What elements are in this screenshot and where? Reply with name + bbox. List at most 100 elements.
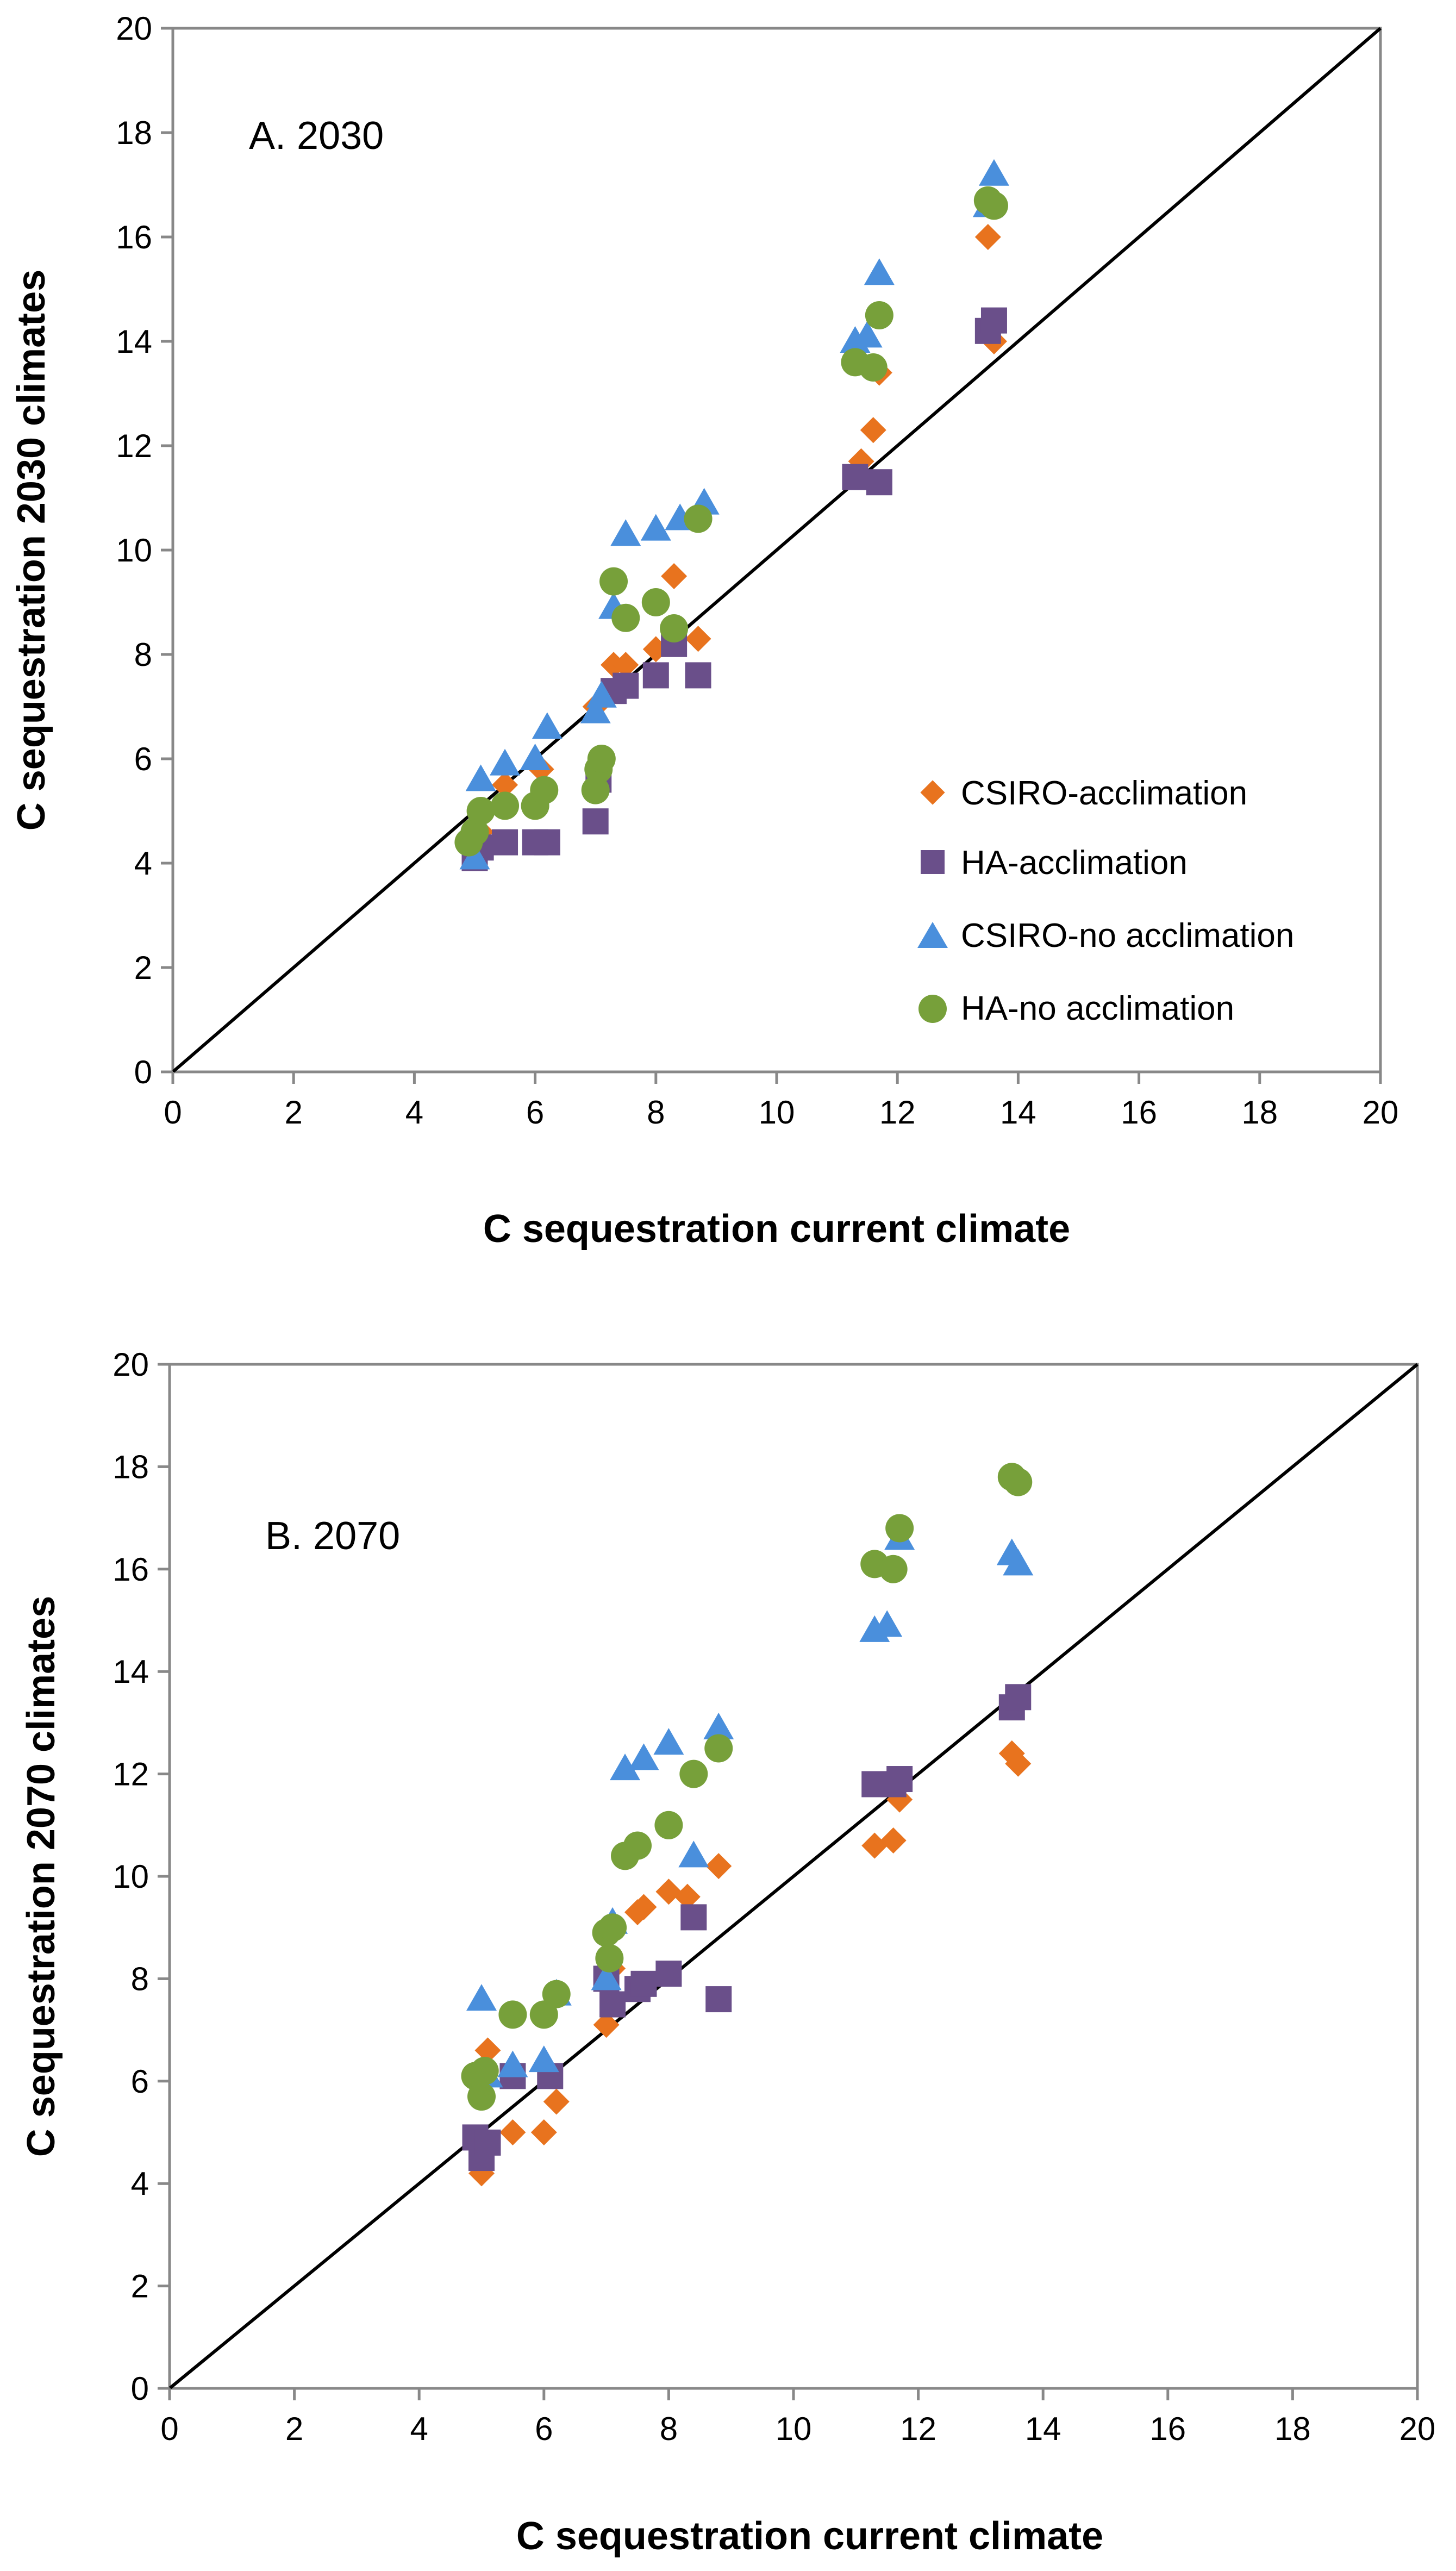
legend-marker-ha-acclimation — [921, 850, 945, 874]
point-csiro-no-acclimation — [653, 1728, 684, 1755]
point-ha-no-acclimation — [491, 791, 520, 820]
legend-label-csiro-acclimation: CSIRO-acclimation — [961, 775, 1247, 812]
point-ha-no-acclimation — [542, 1980, 571, 2008]
x-tick-label: 2 — [285, 2411, 303, 2447]
y-tick-label: 6 — [131, 2063, 149, 2100]
x-tick-label: 2 — [285, 1094, 303, 1131]
point-csiro-acclimation — [860, 417, 886, 444]
point-ha-acclimation — [613, 672, 639, 699]
point-ha-acclimation — [685, 662, 711, 689]
point-ha-acclimation — [642, 662, 669, 689]
y-tick-label: 6 — [134, 741, 152, 777]
point-csiro-acclimation — [630, 1894, 657, 1920]
point-csiro-no-acclimation — [459, 843, 490, 870]
point-csiro-no-acclimation — [528, 2045, 559, 2073]
panel-a-2030: 0 2 4 6 8 10 12 14 16 18 20 0 2 4 6 8 10 12 14 16 18 20 A. 2… — [10, 10, 1398, 1251]
point-ha-acclimation — [474, 2129, 501, 2156]
point-csiro-acclimation — [705, 1853, 732, 1880]
point-csiro-acclimation — [593, 2012, 620, 2038]
point-ha-no-acclimation — [859, 353, 888, 382]
point-csiro-no-acclimation — [465, 764, 496, 791]
point-csiro-acclimation — [530, 2119, 557, 2145]
point-ha-no-acclimation — [654, 1811, 683, 1839]
point-ha-acclimation — [630, 1970, 657, 1997]
panel-b-2070: 0 2 4 6 8 10 12 14 16 18 20 0 2 4 6 8 10 12 14 16 18 20 B. 2… — [20, 1346, 1435, 2558]
point-csiro-no-acclimation — [497, 2050, 528, 2077]
point-ha-no-acclimation — [467, 2082, 496, 2111]
y-tick-label: 4 — [134, 845, 152, 882]
point-csiro-acclimation — [974, 224, 1001, 250]
point-csiro-acclimation — [685, 626, 711, 652]
y-axis-title: C sequestration 2030 climates — [10, 270, 53, 831]
point-ha-no-acclimation — [623, 1831, 652, 1860]
x-tick-label: 8 — [660, 2411, 678, 2447]
y-axis-title: C sequestration 2070 climates — [20, 1596, 63, 2157]
point-ha-no-acclimation — [865, 301, 893, 329]
point-ha-no-acclimation — [599, 567, 628, 596]
point-csiro-no-acclimation — [628, 1743, 659, 1770]
y-tick-label: 10 — [116, 532, 152, 569]
panel-annotation: A. 2030 — [249, 114, 384, 158]
point-csiro-acclimation — [674, 1883, 701, 1910]
point-csiro-acclimation — [474, 2037, 501, 2064]
x-tick-label: 8 — [647, 1094, 665, 1131]
legend-marker-ha-no-acclimation — [918, 995, 947, 1023]
point-csiro-no-acclimation — [640, 514, 671, 541]
point-csiro-no-acclimation — [591, 1963, 622, 1990]
point-ha-no-acclimation — [595, 1944, 624, 1973]
y-tick-label: 0 — [131, 2370, 149, 2407]
x-tick-label: 14 — [1000, 1094, 1036, 1131]
point-csiro-no-acclimation — [678, 1840, 709, 1868]
x-tick-label: 16 — [1149, 2411, 1186, 2447]
x-tick-label: 12 — [900, 2411, 936, 2447]
x-tick-label: 18 — [1241, 1094, 1278, 1131]
point-ha-no-acclimation — [679, 1759, 708, 1788]
point-csiro-acclimation — [492, 772, 518, 798]
point-ha-acclimation — [534, 829, 560, 856]
point-ha-no-acclimation — [684, 504, 713, 533]
point-ha-acclimation — [705, 1986, 732, 2013]
x-tick-label: 12 — [879, 1094, 916, 1131]
y-tick-label: 8 — [134, 636, 152, 673]
x-tick-label: 14 — [1025, 2411, 1061, 2447]
y-tick-label: 14 — [113, 1653, 149, 1690]
point-ha-acclimation — [866, 469, 892, 496]
point-ha-no-acclimation — [885, 1514, 914, 1543]
point-csiro-acclimation — [613, 652, 639, 678]
point-ha-acclimation — [980, 307, 1007, 334]
x-tick-label: 20 — [1363, 1094, 1399, 1131]
point-csiro-no-acclimation — [703, 1712, 734, 1739]
point-csiro-no-acclimation — [490, 748, 521, 776]
point-ha-no-acclimation — [611, 603, 640, 632]
point-csiro-no-acclimation — [864, 258, 895, 285]
point-ha-no-acclimation — [1004, 1468, 1033, 1496]
point-csiro-no-acclimation — [610, 1753, 641, 1781]
point-csiro-no-acclimation — [580, 696, 611, 723]
y-tick-label: 12 — [116, 428, 152, 464]
point-ha-acclimation — [680, 1904, 707, 1931]
point-ha-acclimation — [582, 808, 609, 835]
legend-label-ha-acclimation: HA-acclimation — [961, 844, 1188, 882]
point-csiro-no-acclimation — [520, 744, 551, 770]
point-csiro-no-acclimation — [852, 321, 883, 348]
x-tick-label: 6 — [526, 1094, 544, 1131]
y-tick-label: 16 — [113, 1551, 149, 1588]
reference-line-1-to-1 — [168, 1363, 1418, 2390]
point-ha-acclimation — [842, 464, 868, 490]
y-tick-label: 4 — [131, 2166, 149, 2202]
point-ha-acclimation — [492, 829, 518, 856]
x-tick-label: 0 — [164, 1094, 182, 1131]
x-tick-label: 0 — [160, 2411, 178, 2447]
point-csiro-acclimation — [661, 563, 688, 589]
y-tick-label: 14 — [116, 323, 152, 360]
y-tick-label: 2 — [134, 950, 152, 986]
point-csiro-no-acclimation — [586, 681, 617, 708]
point-ha-no-acclimation — [979, 191, 1008, 220]
point-ha-no-acclimation — [470, 2056, 499, 2085]
point-ha-no-acclimation — [598, 1913, 627, 1942]
legend: CSIRO-acclimation HA-acclimation CSIRO-n… — [917, 775, 1294, 1027]
x-tick-label: 10 — [759, 1094, 795, 1131]
y-tick-label: 20 — [113, 1346, 149, 1383]
point-ha-no-acclimation — [530, 776, 559, 804]
